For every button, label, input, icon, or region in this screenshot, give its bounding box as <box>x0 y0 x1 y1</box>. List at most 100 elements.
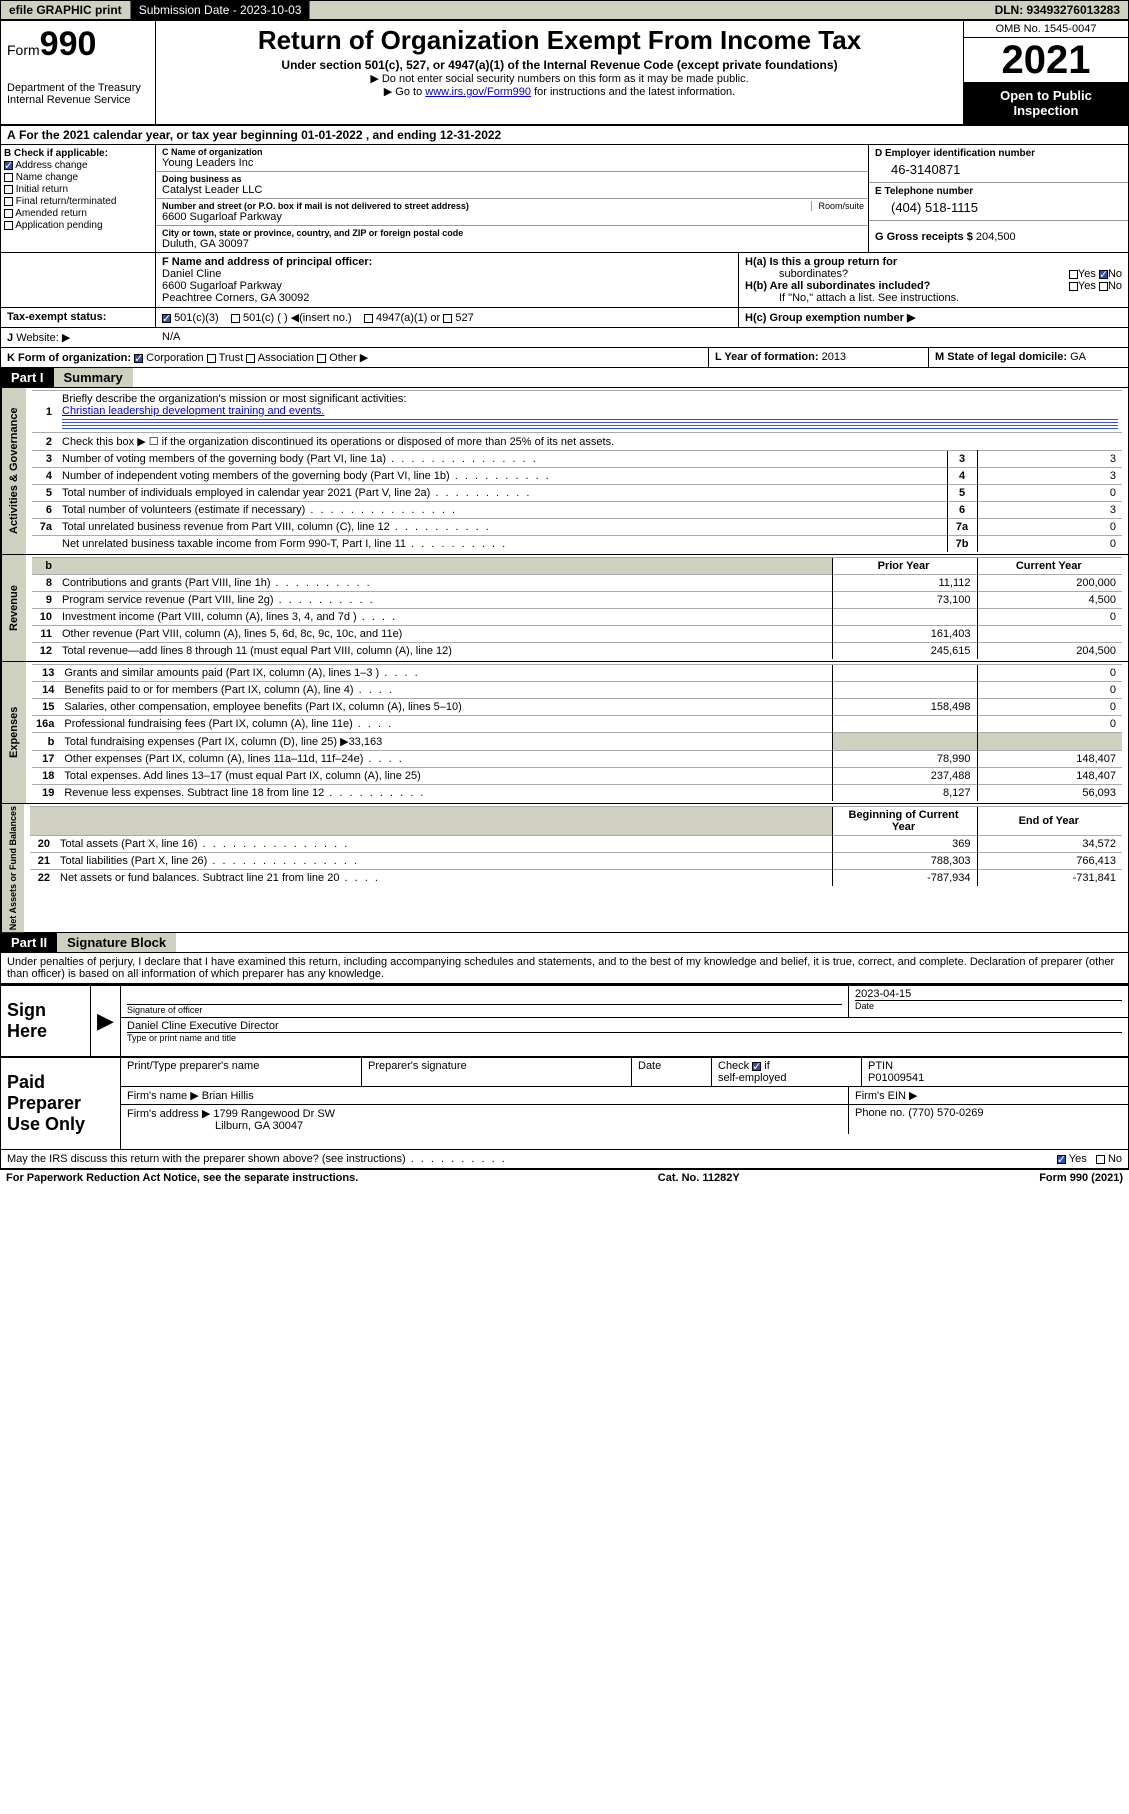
p16a <box>832 716 977 733</box>
org-name: Young Leaders Inc <box>162 157 253 169</box>
v4: 3 <box>977 468 1122 485</box>
c19: 56,093 <box>977 785 1122 802</box>
sig-date: 2023-04-15 <box>855 988 1122 1000</box>
check-527[interactable] <box>443 314 452 323</box>
c13: 0 <box>977 665 1122 682</box>
efile-label[interactable]: efile GRAPHIC print <box>1 1 131 19</box>
p14 <box>832 682 977 699</box>
check-other[interactable] <box>317 354 326 363</box>
check-corporation[interactable] <box>134 354 143 363</box>
p22: -787,934 <box>832 870 977 887</box>
mission-text[interactable]: Christian leadership development trainin… <box>62 405 324 417</box>
paid-preparer-label: Paid Preparer Use Only <box>1 1058 121 1149</box>
officer-name: Daniel Cline <box>162 268 221 280</box>
c22: -731,841 <box>977 870 1122 887</box>
year-formation: 2013 <box>822 351 846 363</box>
check-application-pending[interactable]: Application pending <box>4 220 152 231</box>
dba: Catalyst Leader LLC <box>162 184 262 196</box>
expenses-section: Expenses 13Grants and similar amounts pa… <box>1 661 1128 803</box>
entity-block: B Check if applicable: Address change Na… <box>1 145 1128 253</box>
p13 <box>832 665 977 682</box>
part1-header: Part ISummary <box>1 368 1128 388</box>
p8: 11,112 <box>832 575 977 592</box>
tab-governance: Activities & Governance <box>1 388 26 554</box>
ha-yes-no: Yes No <box>1069 268 1122 280</box>
check-self-employed[interactable] <box>752 1062 761 1071</box>
revenue-section: Revenue bPrior YearCurrent Year 8Contrib… <box>1 554 1128 661</box>
form-page: Form990 Department of the Treasury Inter… <box>0 20 1129 1169</box>
dept-label: Department of the Treasury Internal Reve… <box>7 82 149 106</box>
check-4947[interactable] <box>364 314 373 323</box>
form-header: Form990 Department of the Treasury Inter… <box>1 21 1128 126</box>
line-a: A For the 2021 calendar year, or tax yea… <box>1 126 1128 145</box>
c18: 148,407 <box>977 768 1122 785</box>
c17: 148,407 <box>977 751 1122 768</box>
box-b: B Check if applicable: Address change Na… <box>1 145 156 252</box>
street-address: 6600 Sugarloaf Parkway <box>162 211 282 223</box>
f-h-row: F Name and address of principal officer:… <box>1 253 1128 308</box>
subtitle-1: Under section 501(c), 527, or 4947(a)(1)… <box>164 58 955 72</box>
form-title: Return of Organization Exempt From Incom… <box>164 25 955 56</box>
c15: 0 <box>977 699 1122 716</box>
p19: 8,127 <box>832 785 977 802</box>
c14: 0 <box>977 682 1122 699</box>
tax-year: 2021 <box>964 38 1128 82</box>
fundraising-expenses: 33,163 <box>349 736 383 748</box>
pra-notice: For Paperwork Reduction Act Notice, see … <box>6 1172 358 1184</box>
p11: 161,403 <box>832 626 977 643</box>
v3: 3 <box>977 451 1122 468</box>
p15: 158,498 <box>832 699 977 716</box>
check-501c3[interactable] <box>162 314 171 323</box>
top-bar: efile GRAPHIC print Submission Date - 20… <box>0 0 1129 20</box>
preparer-phone: (770) 570-0269 <box>908 1107 983 1119</box>
title-cell: Return of Organization Exempt From Incom… <box>156 21 963 124</box>
firm-address: 1799 Rangewood Dr SW <box>213 1108 335 1120</box>
arrow-icon: ▶ <box>97 1008 114 1034</box>
gross-receipts: 204,500 <box>976 231 1016 243</box>
hb-yes-no: Yes No <box>1069 280 1122 292</box>
check-initial-return[interactable]: Initial return <box>4 184 152 195</box>
phone: (404) 518-1115 <box>875 197 1122 218</box>
check-trust[interactable] <box>207 354 216 363</box>
check-name-change[interactable]: Name change <box>4 172 152 183</box>
c8: 200,000 <box>977 575 1122 592</box>
paid-preparer-block: Paid Preparer Use Only Print/Type prepar… <box>1 1056 1128 1149</box>
p17: 78,990 <box>832 751 977 768</box>
ein: 46-3140871 <box>875 159 1122 180</box>
form-label: Form <box>7 42 40 58</box>
box-c: C Name of organization Young Leaders Inc… <box>156 145 868 252</box>
box-h: H(a) Is this a group return for subordin… <box>738 253 1128 307</box>
discuss-yes[interactable] <box>1057 1155 1066 1164</box>
c9: 4,500 <box>977 592 1122 609</box>
perjury-statement: Under penalties of perjury, I declare th… <box>1 953 1128 984</box>
form-number: 990 <box>40 25 97 63</box>
open-to-public: Open to Public Inspection <box>964 82 1128 124</box>
officer-signature-name: Daniel Cline Executive Director <box>127 1020 1122 1032</box>
check-association[interactable] <box>246 354 255 363</box>
check-501c[interactable] <box>231 314 240 323</box>
submission-date: Submission Date - 2023-10-03 <box>131 1 311 19</box>
c10: 0 <box>977 609 1122 626</box>
discuss-no[interactable] <box>1096 1155 1105 1164</box>
v7a: 0 <box>977 519 1122 536</box>
k-row: K Form of organization: Corporation Trus… <box>1 348 1128 368</box>
box-f: F Name and address of principal officer:… <box>156 253 738 307</box>
part2-header: Part IISignature Block <box>1 932 1128 953</box>
p10 <box>832 609 977 626</box>
instructions-link[interactable]: www.irs.gov/Form990 <box>425 86 531 98</box>
check-final-return[interactable]: Final return/terminated <box>4 196 152 207</box>
subtitle-2: ▶ Do not enter social security numbers o… <box>164 72 955 85</box>
sign-here-label: Sign Here <box>1 986 91 1056</box>
activities-governance-section: Activities & Governance 1 Briefly descri… <box>1 388 1128 554</box>
city-state-zip: Duluth, GA 30097 <box>162 238 249 250</box>
j-row: J Website: ▶ N/A <box>1 328 1128 348</box>
check-amended[interactable]: Amended return <box>4 208 152 219</box>
c20: 34,572 <box>977 836 1122 853</box>
year-cell: OMB No. 1545-0047 2021 Open to Public In… <box>963 21 1128 124</box>
c12: 204,500 <box>977 643 1122 660</box>
firm-name: Brian Hillis <box>202 1090 254 1102</box>
cat-no: Cat. No. 11282Y <box>658 1172 740 1184</box>
subtitle-3: ▶ Go to www.irs.gov/Form990 for instruct… <box>164 85 955 98</box>
p9: 73,100 <box>832 592 977 609</box>
check-address-change[interactable]: Address change <box>4 160 152 171</box>
